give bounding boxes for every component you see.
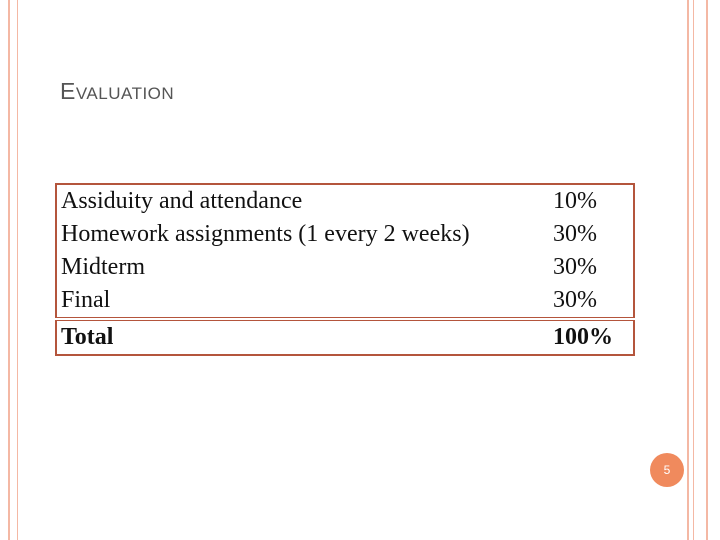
item-label: Total xyxy=(56,317,549,355)
item-weight: 100% xyxy=(549,317,634,355)
item-label: Homework assignments (1 every 2 weeks) xyxy=(61,221,470,247)
item-weight: 10% xyxy=(553,188,597,214)
item-label: Final xyxy=(61,287,111,313)
table-row: Homework assignments (1 every 2 weeks) 30… xyxy=(56,218,634,251)
item-label: Assiduity and attendance xyxy=(61,188,303,214)
table-row: Total 100% xyxy=(56,317,634,355)
item-label: Midterm xyxy=(61,254,145,280)
item-weight: 30% xyxy=(553,287,597,313)
evaluation-table: Assiduity and attendance 10% Homework assi… xyxy=(55,183,635,356)
slide-title: EVALUATION xyxy=(60,78,175,104)
frame-line xyxy=(17,0,18,540)
table-row: Midterm 30% xyxy=(56,251,634,284)
table-row: Assiduity and attendance 10% xyxy=(56,184,634,218)
frame-line xyxy=(693,0,694,540)
frame-line xyxy=(687,0,689,540)
table-row: Final 30% xyxy=(56,284,634,319)
item-weight: 30% xyxy=(553,254,597,280)
frame-line xyxy=(8,0,10,540)
item-weight: 30% xyxy=(553,221,597,247)
frame-line xyxy=(706,0,708,540)
page-number: 5 xyxy=(650,453,684,487)
